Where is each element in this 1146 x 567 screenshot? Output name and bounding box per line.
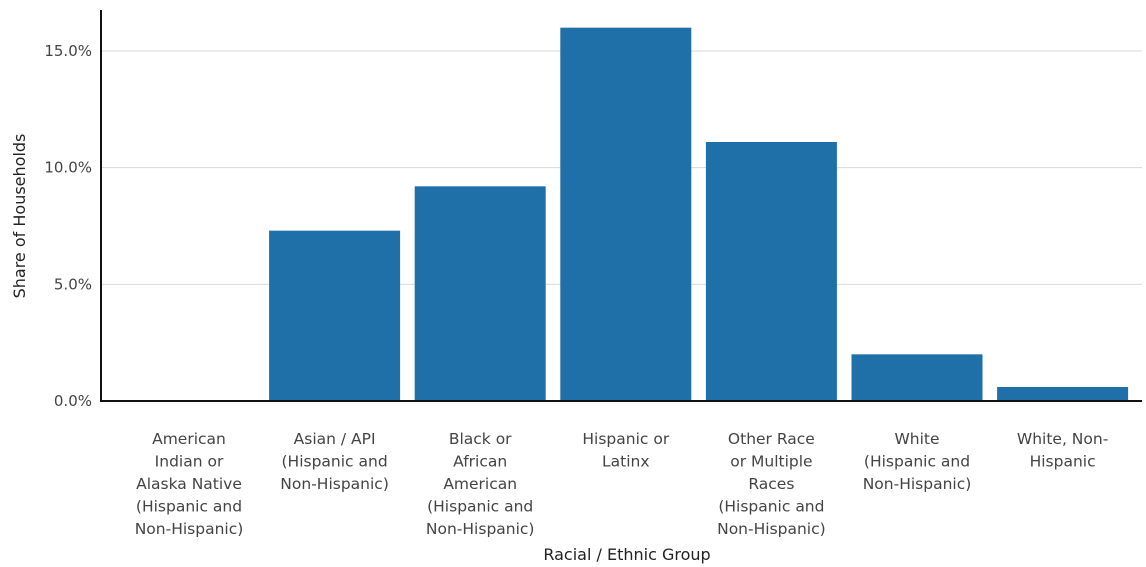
x-tick-label: Black or African American (Hispanic and Non-… [426,430,535,538]
x-tick-label: Hispanic or Latinx [582,430,669,471]
bars [269,27,1129,402]
bar [269,230,401,401]
x-axis-title: Racial / Ethnic Group [543,545,710,564]
y-tick-label: 10.0% [44,159,92,177]
x-tick-label: Other Race or Multiple Races (Hispanic and N… [717,430,826,538]
y-axis: 0.0% 5.0% 10.0% 15.0% [44,42,92,410]
y-tick-label: 5.0% [54,275,92,293]
x-axis-categories: American Indian or Alaska Native (Hispanic … [135,430,1109,538]
y-tick-label: 15.0% [44,42,92,60]
bar [414,186,546,401]
x-tick-label: Asian / API (Hispanic and Non-Hispanic) [280,430,389,493]
y-tick-label: 0.0% [54,392,92,410]
x-tick-label: White (Hispanic and Non-Hispanic) [863,430,972,493]
x-tick-label: American Indian or Alaska Native (Hispanic … [135,430,244,538]
bar [560,27,692,402]
bar [705,142,837,401]
x-tick-label: White, Non-Hispanic [1017,430,1108,471]
bar [997,387,1129,401]
bar [851,354,983,401]
y-axis-title: Share of Households [10,134,29,299]
